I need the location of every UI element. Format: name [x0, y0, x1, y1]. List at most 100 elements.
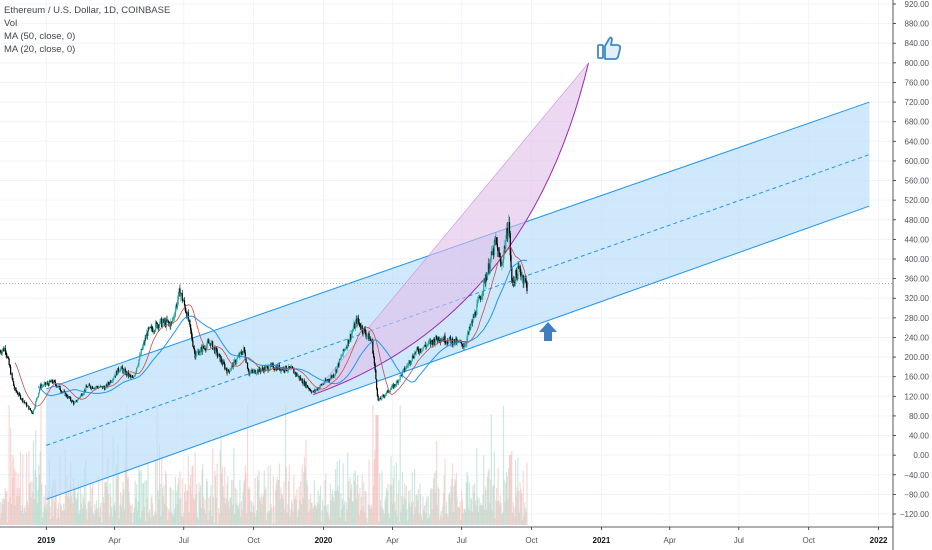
volume-bar [247, 489, 249, 525]
volume-bar [190, 493, 192, 525]
volume-bar [387, 483, 389, 525]
candle-body [476, 304, 478, 315]
volume-bar [452, 511, 454, 525]
volume-bar [107, 494, 110, 525]
candle-body [354, 322, 356, 329]
candle-body [154, 329, 156, 332]
volume-bar [365, 491, 367, 525]
volume-bar [243, 479, 246, 525]
price-tick-label: 560.00 [905, 177, 930, 186]
volume-bar [316, 508, 318, 525]
volume-bar [19, 451, 22, 525]
volume-bar [523, 515, 525, 525]
price-tick-label: 520.00 [905, 196, 930, 205]
volume-bar [276, 476, 278, 525]
candle-body [104, 387, 106, 390]
volume-bar [201, 470, 203, 525]
candle-body [234, 360, 236, 361]
candle-body [331, 374, 334, 378]
volume-bar [364, 491, 366, 525]
volume-bar [456, 496, 458, 525]
volume-bar [158, 443, 161, 525]
candle-body [434, 341, 436, 345]
candle-body [467, 332, 470, 333]
candle-body [360, 325, 363, 329]
candle-body [407, 362, 410, 366]
candle-body [429, 340, 431, 342]
volume-bar [76, 492, 79, 525]
candle-body [74, 401, 76, 403]
price-tick-label: 480.00 [905, 216, 930, 225]
volume-bar [133, 512, 135, 525]
volume-bar [349, 477, 351, 525]
volume-bar [382, 508, 384, 525]
volume-bar [522, 470, 524, 525]
volume-bar [221, 466, 224, 525]
volume-bar [297, 509, 300, 525]
volume-bar [38, 465, 40, 525]
volume-bar [134, 480, 136, 525]
volume-bar [2, 504, 4, 525]
candle-body [314, 389, 316, 392]
volume-bar [477, 511, 479, 525]
candle-body [426, 345, 428, 348]
candle-body [49, 380, 51, 382]
volume-bar [10, 428, 12, 525]
candle-body [350, 334, 352, 339]
candle-body [338, 363, 340, 366]
volume-bar [70, 462, 72, 525]
volume-bar [514, 516, 516, 525]
candle-body [39, 384, 41, 390]
volume-bar [24, 505, 26, 525]
volume-bar [114, 502, 116, 525]
candle-body [441, 339, 443, 341]
volume-bar [467, 507, 470, 525]
candle-body [294, 372, 296, 375]
volume-bar [210, 484, 212, 525]
volume-bar [128, 491, 130, 525]
volume-bar [357, 493, 360, 525]
volume-bar [461, 499, 464, 525]
volume-bar [28, 451, 30, 525]
price-tick-label: 160.00 [905, 373, 930, 382]
price-tick-label: −80.00 [904, 490, 929, 499]
candle-body [266, 366, 268, 368]
candle-body [483, 278, 486, 280]
volume-bar [377, 415, 379, 525]
candle-body [148, 327, 150, 329]
candle-body [86, 387, 88, 388]
candle-body [311, 391, 313, 393]
volume-bar [416, 494, 418, 525]
candle-body [7, 357, 9, 359]
candle-body [439, 340, 442, 342]
volume-bar [422, 496, 424, 525]
candle-body [43, 383, 45, 386]
candle-body [425, 345, 427, 348]
volume-bar [215, 497, 218, 525]
candle-body [62, 391, 64, 393]
candle-body [100, 385, 102, 387]
volume-bar [478, 498, 480, 525]
candle-body [438, 336, 440, 341]
candle-body [121, 366, 123, 369]
volume-bar [69, 485, 71, 525]
volume-bar [239, 479, 241, 525]
volume-bar [242, 492, 244, 525]
volume-bar [438, 488, 440, 525]
candle-body [474, 312, 476, 316]
candle-body [415, 350, 417, 354]
candle-body [200, 346, 202, 349]
volume-bar [376, 415, 378, 525]
volume-bar [420, 515, 423, 525]
candle-body [245, 358, 247, 363]
volume-bar [118, 518, 120, 525]
candle-body [128, 374, 130, 377]
volume-bar [144, 480, 146, 525]
volume-bar [265, 487, 267, 525]
candle-body [12, 378, 14, 382]
candle-body [499, 256, 502, 263]
volume-bar [123, 488, 125, 525]
volume-bar [268, 510, 271, 525]
candle-body [71, 400, 73, 402]
